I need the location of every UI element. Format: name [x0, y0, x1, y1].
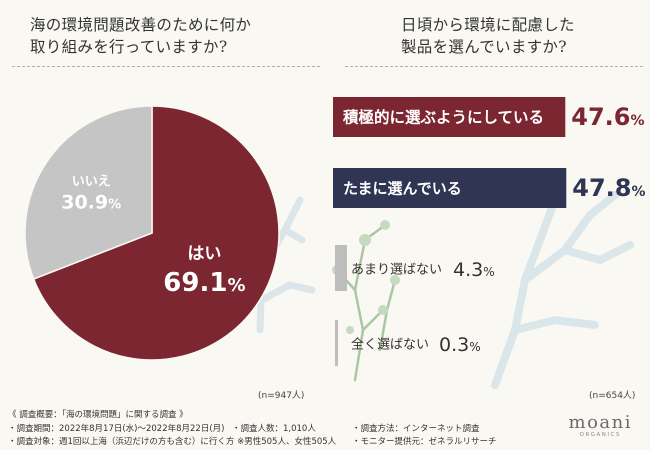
brand-logo: moani ORGANICS [568, 412, 633, 439]
bar-active [333, 97, 566, 137]
pie-value-no: 30.9% [61, 191, 121, 213]
survey-people: ・調査人数：1,010人 [232, 424, 316, 434]
survey-monitor: ・モニター提供元：ゼネラルリサーチ [352, 437, 497, 447]
pie-sample-size: (n=947人) [258, 391, 305, 401]
pie-slice-no [24, 105, 153, 280]
bar-value-active: 47.6% [571, 103, 644, 131]
bar-label-rarely: あまり選ばない [351, 263, 442, 278]
bar-sample-size: (n=654人) [589, 391, 636, 401]
pie-question-line-2: 取り組みを行っていますか? [30, 38, 228, 56]
survey-footer: 《 調査概要：「海の環境問題」に関する調査 》 ・調査期間：2022年8月17日… [0, 400, 650, 450]
bar-label-sometimes: たまに選んでいる [343, 180, 462, 198]
survey-method: ・調査方法：インターネット調査 [352, 424, 480, 434]
bar-chart: 積極的に選ぶようにしている 47.6% たまに選んでいる 47.8% あまり選ばない 4.… [332, 97, 646, 389]
brand-name: moani [568, 412, 632, 433]
bar-question-line-1: 日頃から環境に配慮した [401, 16, 575, 34]
bar-never [335, 320, 338, 366]
bar-value-sometimes: 47.8% [572, 174, 645, 202]
survey-target: ・調査対象：週1回以上海（浜辺だけの方も含む）に行く方 ※男性505人、女性50… [8, 437, 337, 447]
right-panel: 日頃から環境に配慮した 製品を選んでいますか? 積極的に選ぶようにしている 47.… [325, 0, 650, 401]
coral-decoration-right [491, 191, 634, 389]
pie-question-line-1: 海の環境問題改善のために何か [30, 16, 252, 34]
pie-label-no: いいえ [72, 174, 111, 189]
bar-label-active: 積極的に選ぶようにしている [342, 108, 544, 127]
right-divider [345, 66, 643, 67]
bar-value-rarely: 4.3% [453, 259, 495, 281]
bar-question-line-2: 製品を選んでいますか? [401, 38, 567, 56]
pie-slice-yes [32, 105, 280, 361]
survey-overview: 《 調査概要：「海の環境問題」に関する調査 》 [8, 410, 188, 420]
brand-sub: ORGANICS [579, 432, 621, 438]
bar-value-never: 0.3% [439, 334, 481, 356]
pie-chart: はい 69.1% いいえ 30.9% [24, 105, 316, 361]
survey-period: ・調査期間：2022年8月17日(水)～2022年8月22日(月) [8, 424, 225, 434]
pie-question-title: 海の環境問題改善のために何か 取り組みを行っていますか? [30, 14, 251, 58]
pie-value-yes: 69.1% [163, 268, 245, 298]
bar-label-never: 全く選ばない [351, 337, 429, 353]
left-panel: 海の環境問題改善のために何か 取り組みを行っていますか? はい 69.1% いいえ 3… [0, 0, 325, 401]
bar-rarely [335, 245, 347, 291]
bar-sometimes [333, 168, 567, 208]
left-divider [12, 66, 320, 67]
bar-question-title: 日頃から環境に配慮した 製品を選んでいますか? [401, 14, 575, 58]
pie-label-yes: はい [187, 244, 221, 264]
